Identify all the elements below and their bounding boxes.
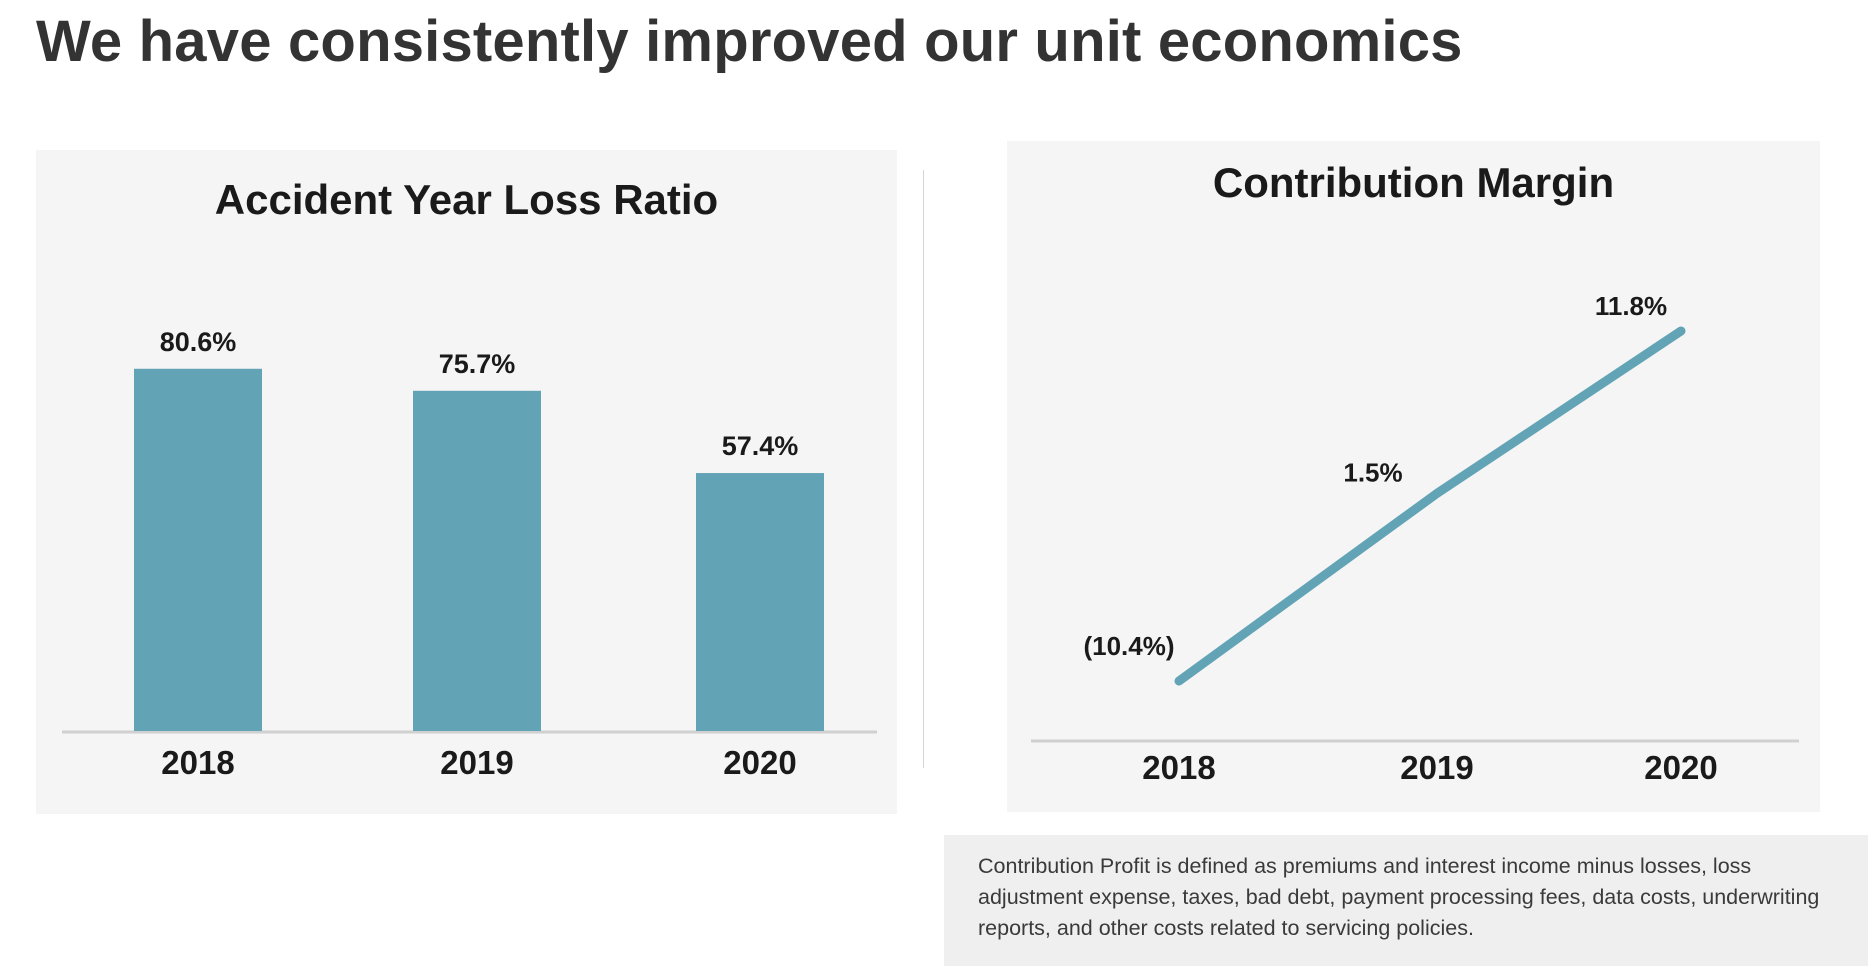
loss-ratio-chart-title: Accident Year Loss Ratio — [214, 176, 719, 223]
panel-divider — [923, 170, 924, 768]
contribution-margin-line — [1174, 326, 1686, 686]
loss-ratio-data-label: 75.7% — [439, 349, 516, 379]
loss-ratio-x-tick-label: 2020 — [723, 744, 796, 781]
loss-ratio-x-tick-label: 2019 — [440, 744, 513, 781]
loss-ratio-data-label: 57.4% — [722, 431, 799, 461]
contribution-margin-data-label: 11.8% — [1595, 291, 1667, 321]
contribution-margin-x-tick-label: 2018 — [1142, 749, 1215, 786]
loss-ratio-data-label: 80.6% — [160, 327, 237, 357]
contribution-margin-x-tick-label: 2019 — [1400, 749, 1473, 786]
contribution-margin-chart: (10.4%) 2018 1.5% 2019 11.8% 2020 — [1031, 291, 1799, 786]
loss-ratio-bar — [696, 473, 824, 731]
footnote-text: Contribution Profit is defined as premiu… — [978, 854, 1820, 940]
contribution-margin-x-tick-label: 2020 — [1644, 749, 1717, 786]
loss-ratio-bar — [134, 368, 262, 731]
contribution-margin-data-label: (10.4%) — [1083, 631, 1174, 661]
slide-title: We have consistently improved our unit e… — [36, 9, 1463, 74]
contribution-margin-chart-panel: (10.4%) 2018 1.5% 2019 11.8% 2020 Contributio… — [1007, 141, 1820, 812]
loss-ratio-chart: 80.6% 2018 75.7% 2019 57.4% 2020 — [62, 327, 877, 781]
contribution-profit-footnote: Contribution Profit is defined as premiu… — [944, 835, 1868, 966]
contribution-margin-chart-title: Contribution Margin — [1212, 159, 1615, 206]
loss-ratio-chart-panel: 80.6% 2018 75.7% 2019 57.4% 2020 Accident Yea… — [36, 150, 897, 814]
loss-ratio-x-tick-label: 2018 — [161, 744, 234, 781]
loss-ratio-bar — [413, 390, 541, 731]
contribution-margin-data-label: 1.5% — [1343, 457, 1402, 487]
